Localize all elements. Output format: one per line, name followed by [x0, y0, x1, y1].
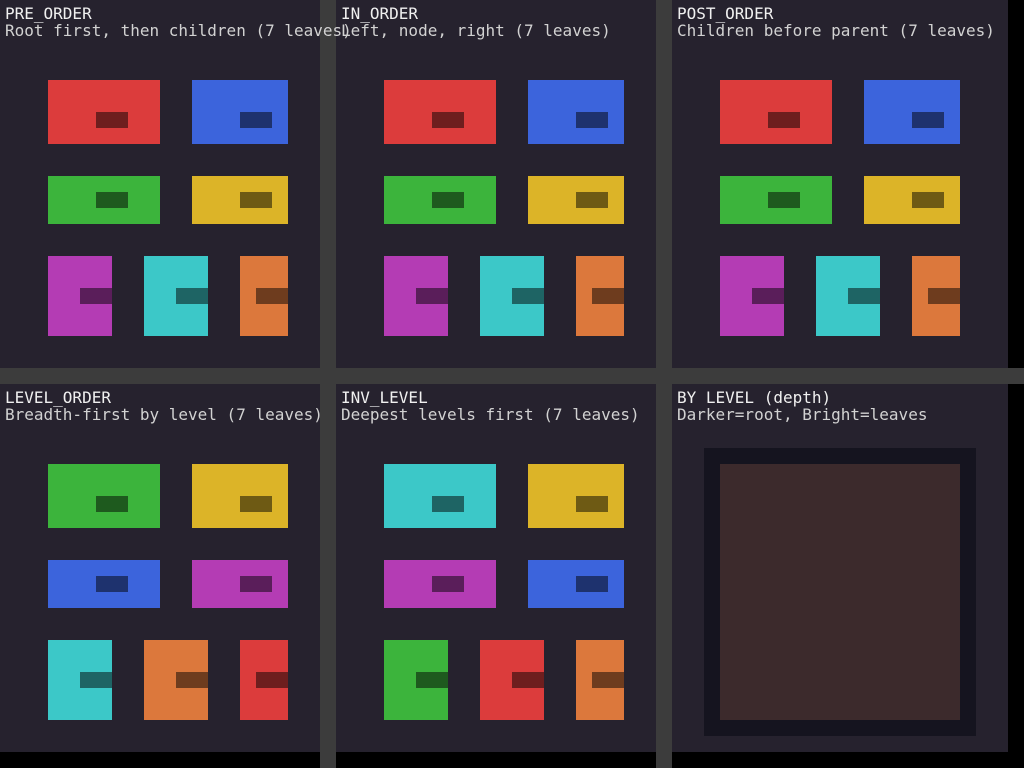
- panel-title: IN_ORDER: [341, 4, 419, 23]
- leaf-purple: [192, 560, 288, 608]
- leaf-marker: [848, 288, 880, 304]
- leaf-marker: [80, 672, 112, 688]
- leaf-marker: [256, 672, 288, 688]
- leaf-cyan: [480, 256, 544, 336]
- leaf-purple: [384, 560, 496, 608]
- leaf-marker: [256, 288, 288, 304]
- panel-title: LEVEL_ORDER: [5, 388, 111, 407]
- leaf-yellow: [192, 176, 288, 224]
- leaf-marker: [96, 576, 128, 592]
- leaf-marker: [80, 288, 112, 304]
- depth-fill: [720, 464, 960, 720]
- leaf-green: [48, 176, 160, 224]
- leaf-red: [48, 80, 160, 144]
- leaf-green: [384, 640, 448, 720]
- leaf-blue: [528, 560, 624, 608]
- leaf-marker: [768, 112, 800, 128]
- panel-title: POST_ORDER: [677, 4, 774, 23]
- leaf-marker: [912, 192, 944, 208]
- leaf-orange: [912, 256, 960, 336]
- vertical-divider-2: [656, 0, 672, 768]
- leaf-marker: [432, 496, 464, 512]
- panel-by-level-depth: BY LEVEL (depth) Darker=root, Bright=leav…: [672, 384, 1008, 752]
- leaf-marker: [432, 576, 464, 592]
- panel-inv-level: INV_LEVEL Deepest levels first (7 leaves): [336, 384, 656, 752]
- leaf-marker: [240, 576, 272, 592]
- leaf-marker: [768, 192, 800, 208]
- leaf-yellow: [864, 176, 960, 224]
- leaf-green: [48, 464, 160, 528]
- leaf-marker: [240, 192, 272, 208]
- leaf-marker: [176, 288, 208, 304]
- leaf-cyan: [816, 256, 880, 336]
- leaf-marker: [416, 288, 448, 304]
- leaf-purple: [384, 256, 448, 336]
- leaf-marker: [576, 192, 608, 208]
- panel-post-order: POST_ORDER Children before parent (7 leav…: [672, 0, 1008, 368]
- leaf-yellow: [528, 464, 624, 528]
- leaf-orange: [240, 256, 288, 336]
- leaf-marker: [592, 672, 624, 688]
- leaf-marker: [928, 288, 960, 304]
- panel-subtitle: Children before parent (7 leaves): [677, 21, 995, 40]
- panel-title: PRE_ORDER: [5, 4, 92, 23]
- leaf-marker: [512, 672, 544, 688]
- leaf-purple: [720, 256, 784, 336]
- leaf-marker: [432, 192, 464, 208]
- leaf-marker: [96, 496, 128, 512]
- leaf-marker: [96, 112, 128, 128]
- panel-title: INV_LEVEL: [341, 388, 428, 407]
- panel-subtitle: Darker=root, Bright=leaves: [677, 405, 928, 424]
- leaf-marker: [432, 112, 464, 128]
- leaf-marker: [576, 112, 608, 128]
- leaf-green: [384, 176, 496, 224]
- leaf-blue: [864, 80, 960, 144]
- leaf-marker: [912, 112, 944, 128]
- leaf-marker: [512, 288, 544, 304]
- leaf-orange: [144, 640, 208, 720]
- leaf-marker: [96, 192, 128, 208]
- panel-in-order: IN_ORDER Left, node, right (7 leaves): [336, 0, 656, 368]
- leaf-purple: [48, 256, 112, 336]
- panel-subtitle: Deepest levels first (7 leaves): [341, 405, 640, 424]
- panel-pre-order: PRE_ORDER Root first, then children (7 le…: [0, 0, 352, 368]
- leaf-red: [480, 640, 544, 720]
- leaf-marker: [416, 672, 448, 688]
- leaf-cyan: [384, 464, 496, 528]
- leaf-orange: [576, 256, 624, 336]
- leaf-cyan: [144, 256, 208, 336]
- vertical-divider-1: [320, 0, 336, 768]
- leaf-red: [384, 80, 496, 144]
- leaf-marker: [592, 288, 624, 304]
- panel-level-order: LEVEL_ORDER Breadth-first by level (7 lea…: [0, 384, 323, 752]
- leaf-marker: [240, 112, 272, 128]
- leaf-green: [720, 176, 832, 224]
- leaf-yellow: [528, 176, 624, 224]
- leaf-marker: [576, 496, 608, 512]
- leaf-red: [720, 80, 832, 144]
- panel-subtitle: Root first, then children (7 leaves): [5, 21, 352, 40]
- leaf-blue: [528, 80, 624, 144]
- leaf-yellow: [192, 464, 288, 528]
- leaf-blue: [48, 560, 160, 608]
- panel-subtitle: Breadth-first by level (7 leaves): [5, 405, 323, 424]
- leaf-marker: [752, 288, 784, 304]
- leaf-cyan: [48, 640, 112, 720]
- leaf-marker: [176, 672, 208, 688]
- panel-title: BY LEVEL (depth): [677, 388, 832, 407]
- leaf-red: [240, 640, 288, 720]
- leaf-orange: [576, 640, 624, 720]
- depth-frame: [704, 448, 976, 736]
- panel-subtitle: Left, node, right (7 leaves): [341, 21, 611, 40]
- leaf-marker: [576, 576, 608, 592]
- horizontal-divider: [0, 368, 1024, 384]
- leaf-blue: [192, 80, 288, 144]
- leaf-marker: [240, 496, 272, 512]
